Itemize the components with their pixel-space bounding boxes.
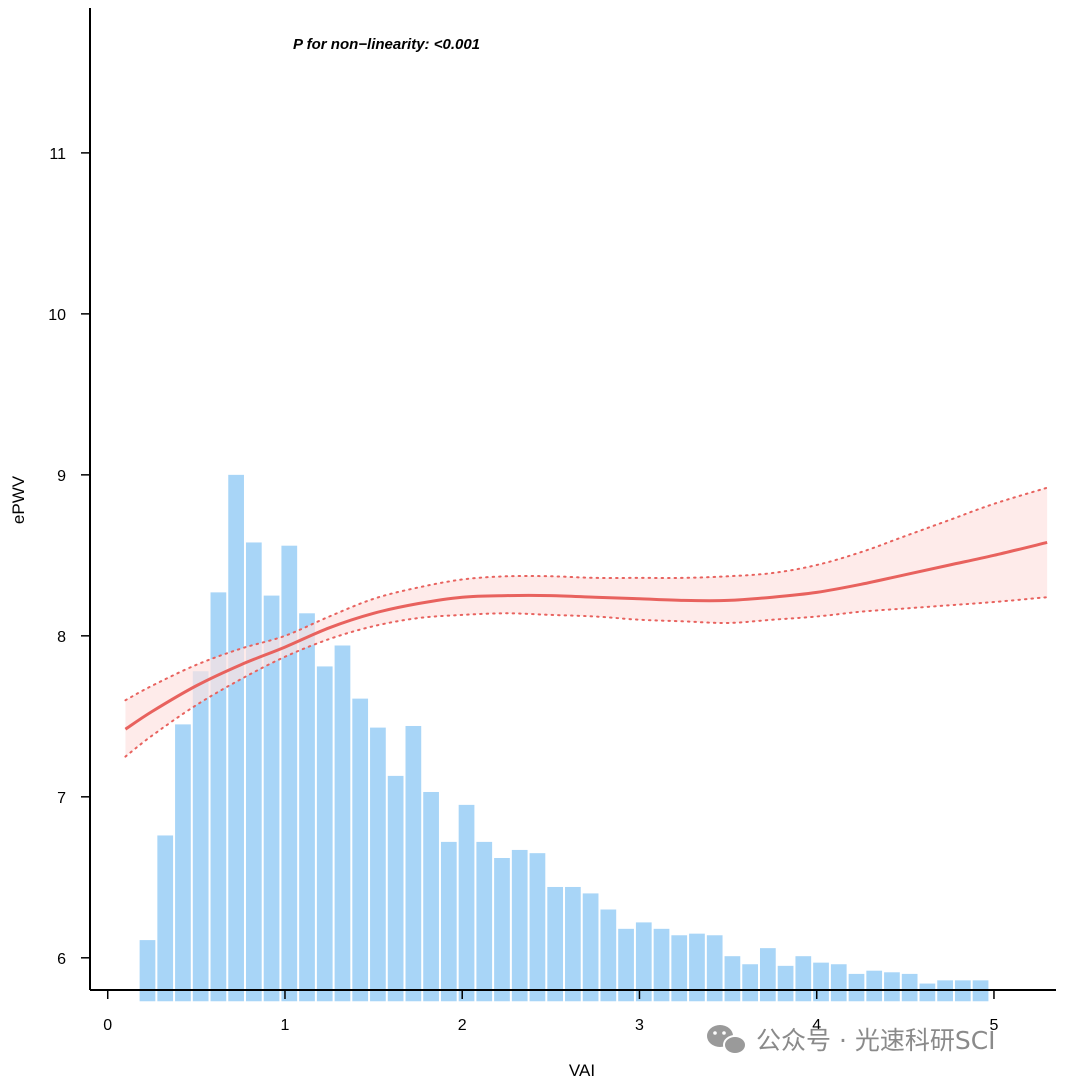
histogram-bar-5 <box>210 592 227 1002</box>
histogram-bar-15 <box>387 775 404 1002</box>
histogram-bar-27 <box>600 909 617 1002</box>
histogram-bar-2 <box>157 835 174 1002</box>
histogram-bar-7 <box>245 542 262 1002</box>
x-tick-label-4: 4 <box>812 1017 821 1034</box>
histogram-bar-38 <box>795 956 812 1002</box>
y-tick-label-8: 8 <box>57 629 66 646</box>
histogram-bar-1 <box>139 940 156 1002</box>
fitted-curve <box>124 541 1048 731</box>
histogram-bar-18 <box>440 841 457 1002</box>
histogram-bar-34 <box>724 956 741 1002</box>
x-tick-label-1: 1 <box>281 1017 290 1034</box>
histogram-bar-26 <box>582 893 599 1002</box>
histogram-bar-10 <box>299 613 315 1002</box>
x-axis-title: VAI <box>569 1061 595 1080</box>
histogram-bar-45 <box>919 983 936 1002</box>
confidence-lower-line <box>124 596 1049 758</box>
histogram-bar-32 <box>689 933 705 1002</box>
y-tick-label-10: 10 <box>48 307 66 324</box>
histogram-bar-40 <box>830 964 847 1002</box>
histogram-bar-41 <box>848 973 865 1002</box>
x-tick-label-2: 2 <box>458 1017 467 1034</box>
histogram-bar-36 <box>759 948 776 1002</box>
x-tick-label-5: 5 <box>990 1017 999 1034</box>
histogram-bar-25 <box>565 886 581 1002</box>
histogram-bars <box>139 474 989 1002</box>
histogram-bar-28 <box>618 928 634 1002</box>
watermark-text: 公众号 · 光速科研SCI <box>756 1026 996 1055</box>
x-tick-label-0: 0 <box>103 1017 112 1034</box>
histogram-bar-43 <box>884 972 900 1002</box>
histogram-bar-12 <box>334 645 351 1002</box>
histogram-bar-21 <box>494 857 510 1002</box>
histogram-bar-29 <box>635 922 652 1002</box>
histogram-bar-4 <box>192 671 209 1002</box>
histogram-bar-19 <box>458 804 475 1002</box>
watermark: 公众号 · 光速科研SCI <box>707 1025 996 1055</box>
histogram-bar-44 <box>901 973 918 1002</box>
histogram-bar-3 <box>175 724 191 1002</box>
histogram-bar-17 <box>423 791 439 1002</box>
histogram-bar-8 <box>263 595 280 1002</box>
nonlinearity-annotation: P for non−linearity: <0.001 <box>293 36 480 53</box>
histogram-bar-35 <box>742 964 758 1002</box>
confidence-upper-line <box>124 486 1049 702</box>
y-tick-label-7: 7 <box>57 790 66 807</box>
histogram-bar-13 <box>352 698 369 1002</box>
histogram-bar-9 <box>281 545 298 1002</box>
histogram-bar-22 <box>511 849 528 1002</box>
axes: 0 1 2 3 4 5 6 7 8 9 10 11 <box>48 8 1056 1034</box>
histogram-bar-16 <box>405 725 422 1002</box>
x-tick-label-3: 3 <box>635 1017 644 1034</box>
histogram-bar-23 <box>529 853 546 1002</box>
y-tick-label-11: 11 <box>49 146 66 163</box>
y-tick-label-9: 9 <box>57 468 66 485</box>
y-axis-title: ePWV <box>9 475 28 524</box>
wechat-icon <box>707 1025 747 1055</box>
histogram-bar-24 <box>547 886 564 1002</box>
histogram-bar-39 <box>813 962 829 1002</box>
histogram-bar-14 <box>370 727 386 1002</box>
histogram-bar-6 <box>228 474 244 1002</box>
histogram-bar-42 <box>866 970 883 1002</box>
y-tick-label-6: 6 <box>57 951 66 968</box>
histogram-bar-33 <box>706 935 723 1002</box>
histogram-bar-31 <box>671 935 688 1002</box>
histogram-bar-20 <box>476 841 493 1002</box>
histogram-bar-11 <box>316 666 333 1002</box>
histogram-bar-30 <box>653 928 670 1002</box>
histogram-bar-37 <box>777 965 794 1002</box>
